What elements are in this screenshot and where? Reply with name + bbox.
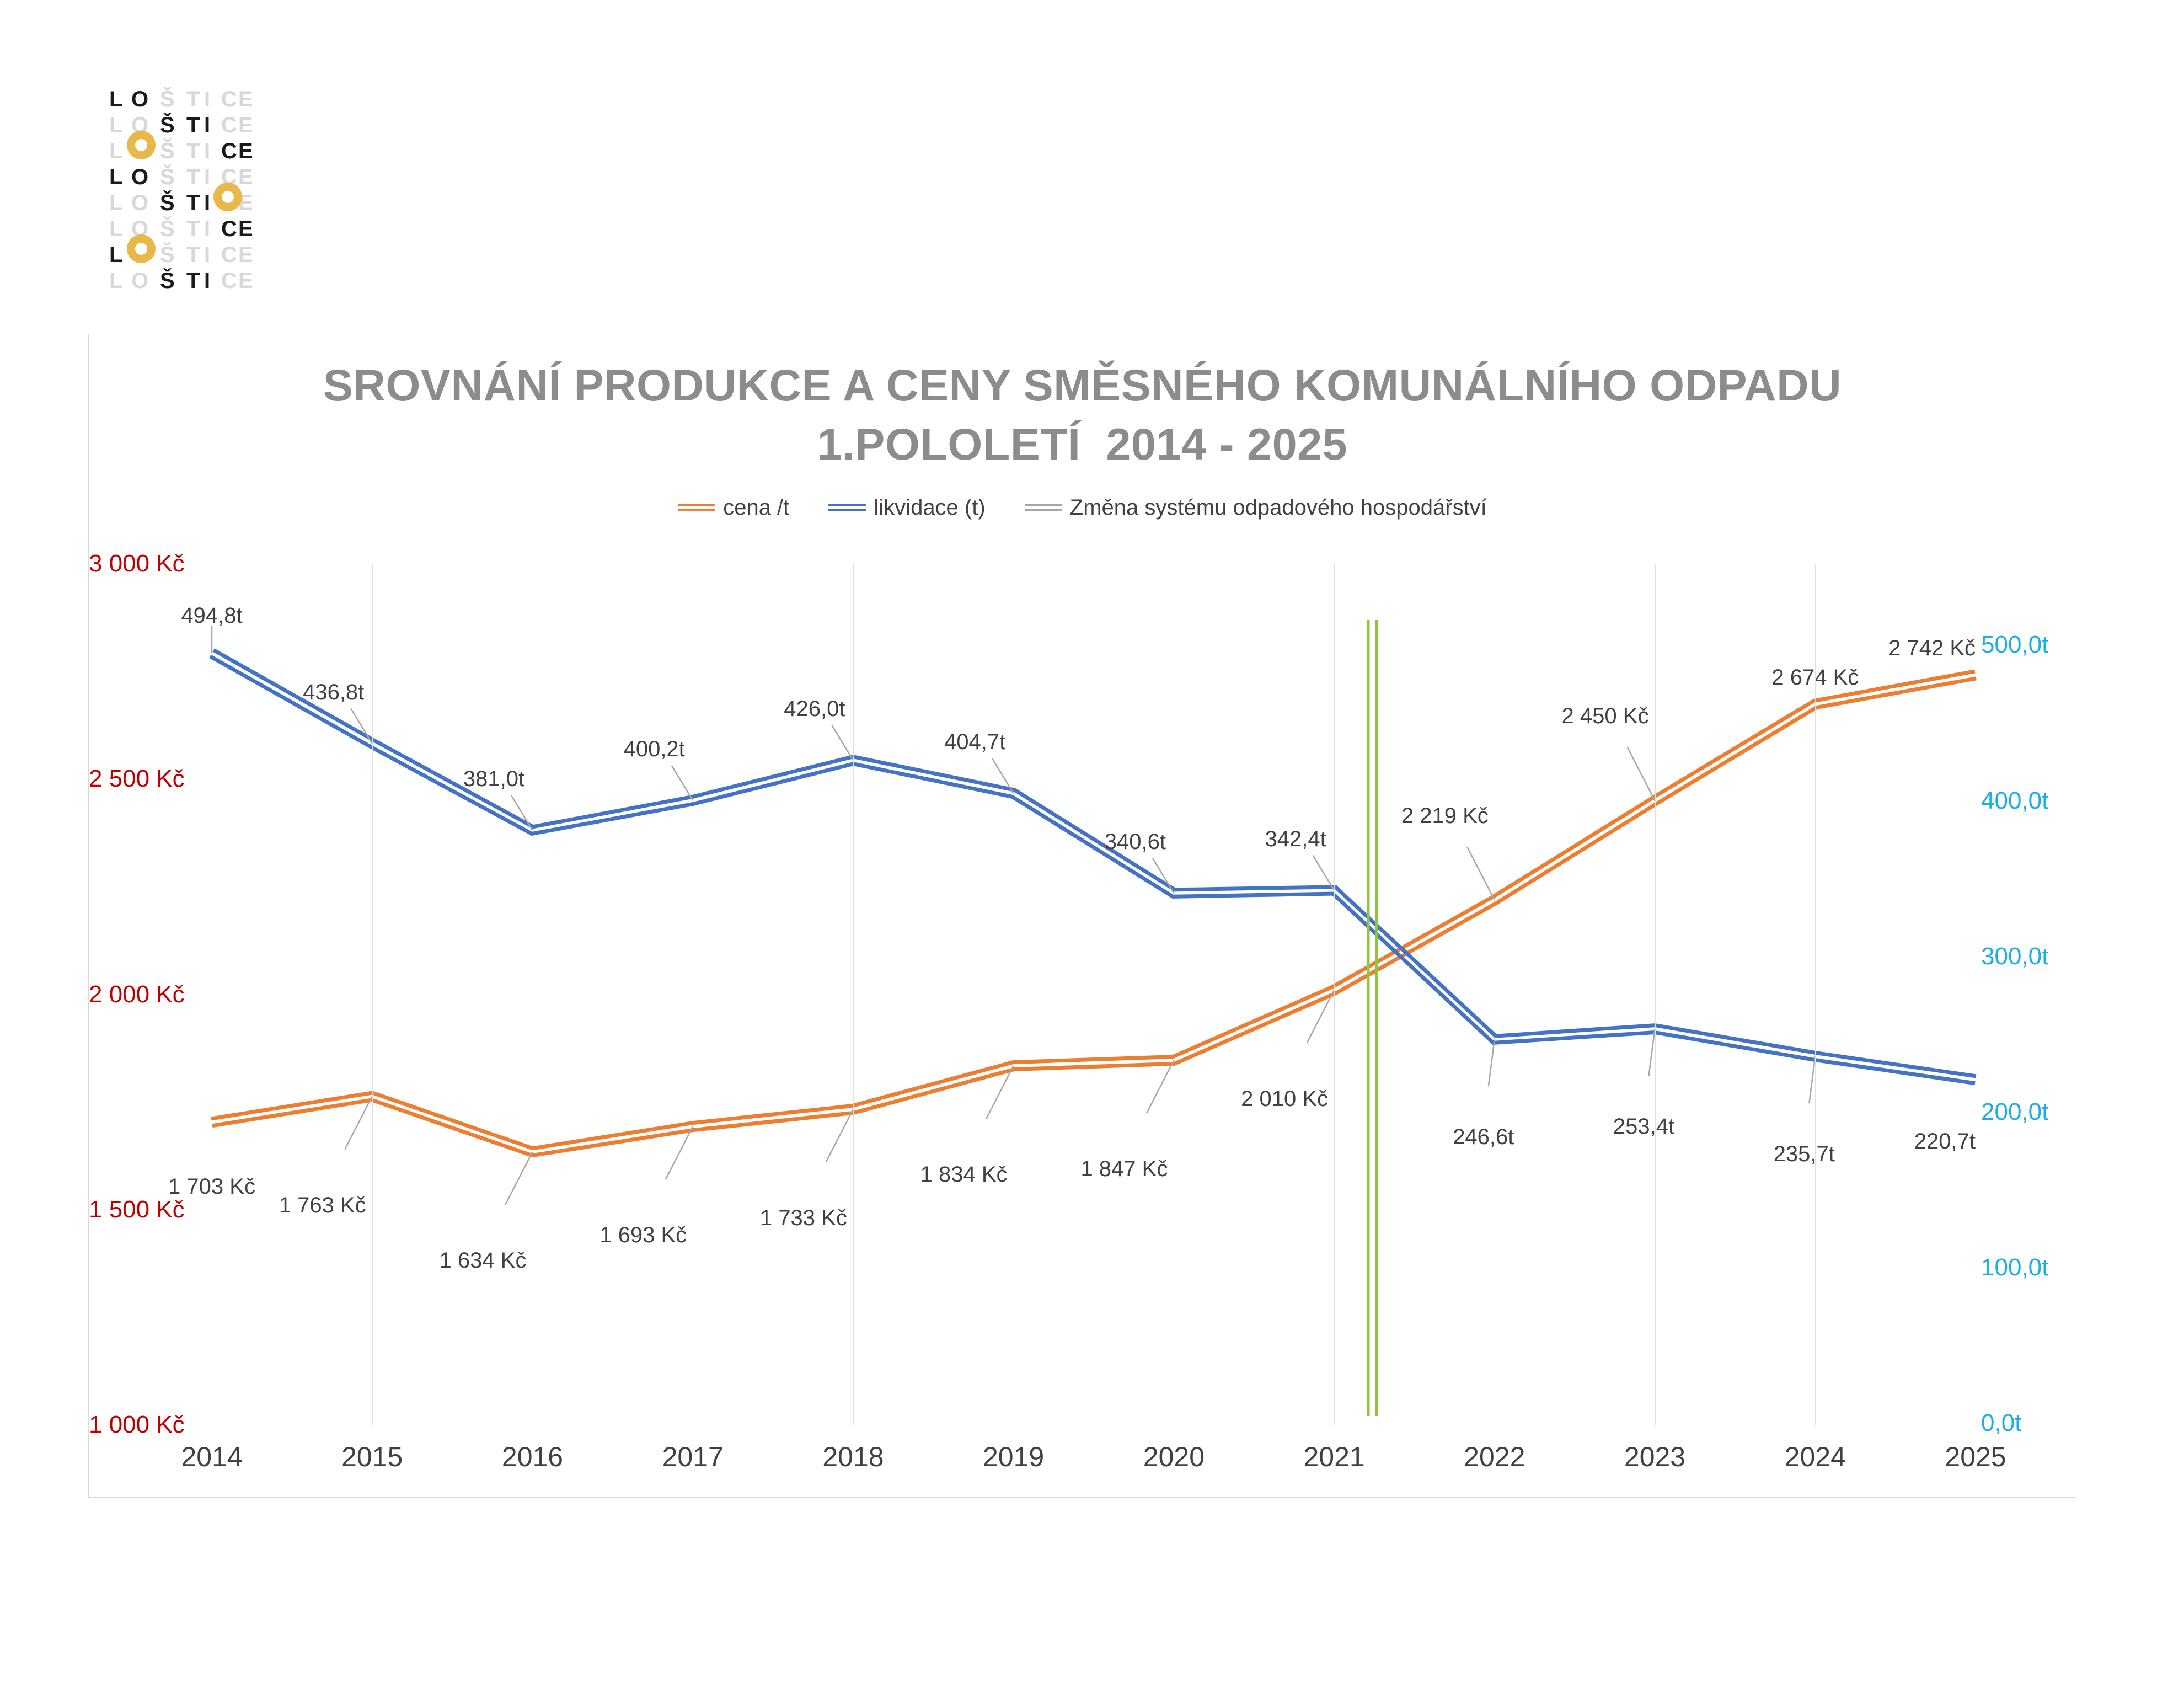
svg-text:E: E [238,243,253,267]
svg-text:Š: Š [160,190,175,215]
svg-text:L: L [109,87,122,111]
svg-text:Š: Š [160,112,175,137]
svg-text:T: T [186,269,200,293]
svg-text:C: C [221,217,237,241]
svg-text:T: T [186,165,200,189]
svg-text:I: I [204,87,210,111]
svg-text:I: I [204,217,210,241]
svg-text:E: E [238,217,253,241]
svg-text:Š: Š [160,86,175,111]
svg-text:C: C [221,139,237,163]
svg-text:E: E [238,165,253,189]
svg-text:E: E [238,113,253,137]
svg-text:L: L [109,191,122,215]
svg-text:T: T [186,87,200,111]
svg-text:Š: Š [160,138,175,163]
svg-text:L: L [109,243,122,267]
svg-text:I: I [204,165,210,189]
svg-text:Š: Š [160,164,175,189]
svg-text:C: C [221,269,237,293]
svg-text:Š: Š [160,216,175,241]
svg-text:C: C [221,87,237,111]
svg-text:I: I [204,269,210,293]
svg-text:E: E [238,269,253,293]
svg-text:Š: Š [160,268,175,293]
svg-text:C: C [221,113,237,137]
svg-text:E: E [238,139,253,163]
svg-text:E: E [238,87,253,111]
svg-text:L: L [109,217,122,241]
svg-text:L: L [109,269,122,293]
svg-text:T: T [186,191,200,215]
svg-text:O: O [131,191,148,215]
svg-text:T: T [186,217,200,241]
svg-text:T: T [186,243,200,267]
svg-text:T: T [186,139,200,163]
svg-text:L: L [109,165,122,189]
svg-text:I: I [204,191,210,215]
svg-text:I: I [204,243,210,267]
svg-text:I: I [204,139,210,163]
svg-text:O: O [131,87,148,111]
svg-text:T: T [186,113,200,137]
svg-text:I: I [204,113,210,137]
svg-text:O: O [131,269,148,293]
svg-text:Š: Š [160,242,175,267]
svg-text:O: O [131,165,148,189]
svg-text:L: L [109,139,122,163]
svg-text:C: C [221,243,237,267]
svg-text:L: L [109,113,122,137]
